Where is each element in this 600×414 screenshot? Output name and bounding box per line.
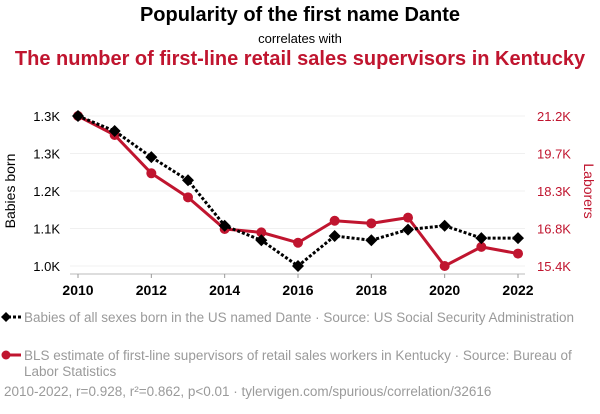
footer-stats: 2010-2022, r=0.928, r²=0.862, p<0.01 · t… (4, 384, 492, 399)
data-point-babies (365, 234, 378, 247)
data-point-laborers (293, 237, 303, 248)
data-point-babies (292, 260, 304, 272)
x-tick: 2016 (282, 282, 313, 298)
y-tick-left: 1.3K (33, 109, 60, 124)
data-point-laborers (183, 192, 193, 203)
legend-diamond-icon (1, 312, 11, 322)
data-point-babies (512, 232, 524, 245)
y-tick-right: 18.3K (537, 184, 571, 199)
x-tick: 2012 (136, 282, 167, 298)
chart-title-2: The number of first-line retail sales su… (14, 48, 586, 70)
chart-title: Popularity of the first name Dante (139, 4, 461, 26)
y-tick-right: 21.2K (537, 109, 571, 124)
data-point-laborers (256, 227, 267, 238)
x-tick: 2022 (502, 282, 533, 298)
data-point-babies (255, 234, 268, 247)
data-point-babies (475, 232, 488, 245)
data-point-laborers (513, 248, 523, 259)
data-point-babies (438, 219, 451, 232)
chart-subtitle: correlates with (258, 31, 342, 46)
x-tick: 2014 (209, 282, 240, 298)
data-point-babies (182, 174, 194, 187)
data-point-laborers (476, 241, 487, 252)
x-tick: 2018 (356, 282, 387, 298)
y-axis-label-left: Babies born (2, 154, 18, 229)
y-tick-left: 1.0K (33, 259, 60, 274)
x-tick: 2010 (62, 282, 93, 298)
y-tick-right: 16.8K (537, 222, 571, 237)
legend-label-laborers: BLS estimate of first-line supervisors o… (24, 348, 572, 379)
data-point-babies (218, 219, 231, 232)
y-tick-left: 1.3K (33, 147, 60, 162)
y-tick-left: 1.2K (33, 184, 60, 199)
data-point-laborers (403, 212, 413, 223)
y-tick-right: 15.4K (537, 259, 571, 274)
legend-circle-icon (1, 350, 11, 360)
data-point-babies (72, 110, 84, 122)
data-point-laborers (146, 168, 157, 179)
data-point-laborers (366, 218, 377, 229)
y-tick-right: 19.7K (537, 147, 571, 162)
y-tick-left: 1.1K (33, 222, 60, 237)
data-point-babies (108, 125, 121, 137)
legend-item-babies: Babies of all sexes born in the US named… (24, 310, 584, 326)
x-tick: 2020 (429, 282, 460, 298)
legend-item-laborers: BLS estimate of first-line supervisors o… (24, 348, 584, 380)
data-point-babies (145, 151, 158, 164)
y-axis-label-right: Laborers (581, 163, 597, 218)
data-point-laborers (329, 215, 340, 226)
data-point-babies (328, 230, 341, 242)
legend-label-babies: Babies of all sexes born in the US named… (24, 310, 575, 325)
data-point-babies (402, 223, 414, 236)
data-point-laborers (439, 261, 450, 271)
